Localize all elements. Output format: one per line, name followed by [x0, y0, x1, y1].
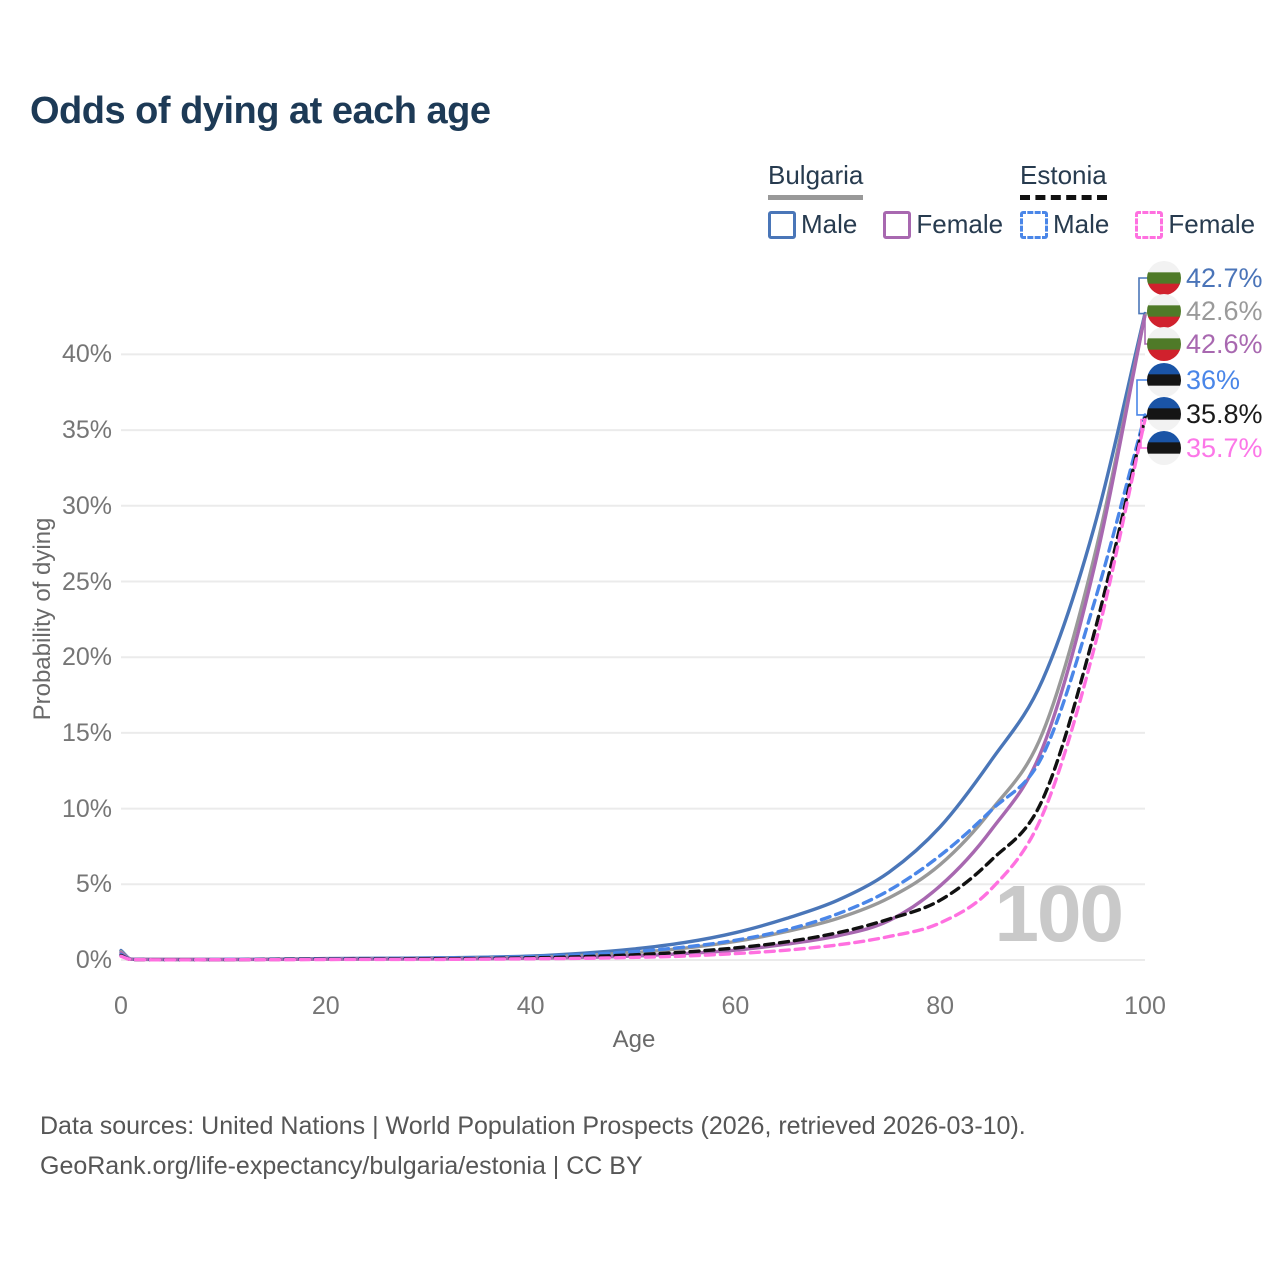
legend-item-bulgaria-female[interactable]: Female	[883, 209, 1003, 240]
x-tick-20: 20	[311, 992, 340, 1020]
flag-icon-estonia	[1147, 431, 1181, 465]
series-line-bulgaria-both-sexes	[119, 313, 1147, 962]
legend-country-bulgaria: Bulgaria	[768, 160, 864, 200]
gridlines	[121, 353, 1145, 961]
watermark-age-100: 100	[994, 869, 1124, 958]
x-tick-60: 60	[721, 992, 750, 1020]
footer-line-1: Data sources: United Nations | World Pop…	[40, 1112, 1026, 1140]
x-tick-40: 40	[516, 992, 545, 1020]
data-source-footer: Data sources: United Nations | World Pop…	[40, 1106, 1026, 1186]
y-tick-30: 30%	[61, 491, 112, 520]
leader-line-estonia	[1136, 379, 1149, 416]
y-tick-5: 5%	[75, 870, 112, 899]
leader-line-estonia	[1144, 413, 1150, 419]
y-tick-35: 35%	[61, 416, 112, 445]
legend-label-estonia-male[interactable]: Male	[1053, 209, 1110, 239]
checkbox-estonia-male-icon[interactable]	[1020, 210, 1048, 239]
end-label-bulgaria-female: 42.6%	[1186, 329, 1263, 359]
flag-icon-bulgaria	[1147, 327, 1181, 361]
series-line-bulgaria-male	[119, 311, 1147, 962]
legend-group-bulgaria: Bulgaria Male Female	[768, 160, 1003, 240]
y-tick-40: 40%	[61, 340, 112, 369]
y-tick-15: 15%	[61, 718, 112, 747]
x-axis-title: Age	[612, 1026, 656, 1053]
chart-title: Odds of dying at each age	[30, 90, 491, 132]
leader-line-bulgaria	[1138, 277, 1149, 315]
legend-label-estonia-female[interactable]: Female	[1168, 209, 1256, 239]
flag-icon-estonia	[1147, 397, 1181, 431]
x-tick-100: 100	[1124, 992, 1166, 1020]
y-tick-25: 25%	[61, 567, 112, 596]
flag-icon-bulgaria	[1147, 261, 1181, 295]
end-label-estonia-female: 35.7%	[1186, 433, 1263, 463]
end-label-bulgaria-male: 42.7%	[1186, 263, 1263, 293]
y-tick-0: 0%	[75, 946, 112, 974]
checkbox-estonia-female-icon[interactable]	[1135, 210, 1164, 239]
leader-line-estonia	[1140, 418, 1149, 449]
legend-group-estonia: Estonia Male Female	[1020, 160, 1255, 240]
legend-item-estonia-female[interactable]: Female	[1135, 209, 1255, 240]
end-label-estonia-male: 36%	[1186, 365, 1241, 395]
x-tick-0: 0	[114, 992, 128, 1020]
end-label-estonia-both-sexes: 35.8%	[1186, 399, 1263, 429]
flag-icon-estonia	[1147, 363, 1181, 397]
checkbox-bulgaria-female-icon[interactable]	[883, 210, 912, 239]
leader-line-bulgaria	[1144, 315, 1149, 345]
y-tick-10: 10%	[61, 794, 112, 823]
footer-line-2: GeoRank.org/life-expectancy/bulgaria/est…	[40, 1152, 643, 1180]
x-tick-80: 80	[926, 992, 955, 1020]
legend-label-bulgaria-male[interactable]: Male	[801, 209, 858, 239]
leader-line-bulgaria	[1144, 310, 1150, 316]
legend-item-estonia-male[interactable]: Male	[1020, 209, 1109, 240]
legend-item-bulgaria-male[interactable]: Male	[768, 209, 857, 240]
legend-country-estonia: Estonia	[1020, 160, 1107, 200]
y-tick-20: 20%	[61, 643, 112, 672]
checkbox-bulgaria-male-icon[interactable]	[768, 210, 796, 239]
series-line-bulgaria-female	[119, 313, 1147, 962]
flag-icon-bulgaria	[1147, 294, 1181, 328]
end-label-bulgaria-both-sexes: 42.6%	[1186, 296, 1263, 326]
legend-label-bulgaria-female[interactable]: Female	[916, 209, 1004, 239]
